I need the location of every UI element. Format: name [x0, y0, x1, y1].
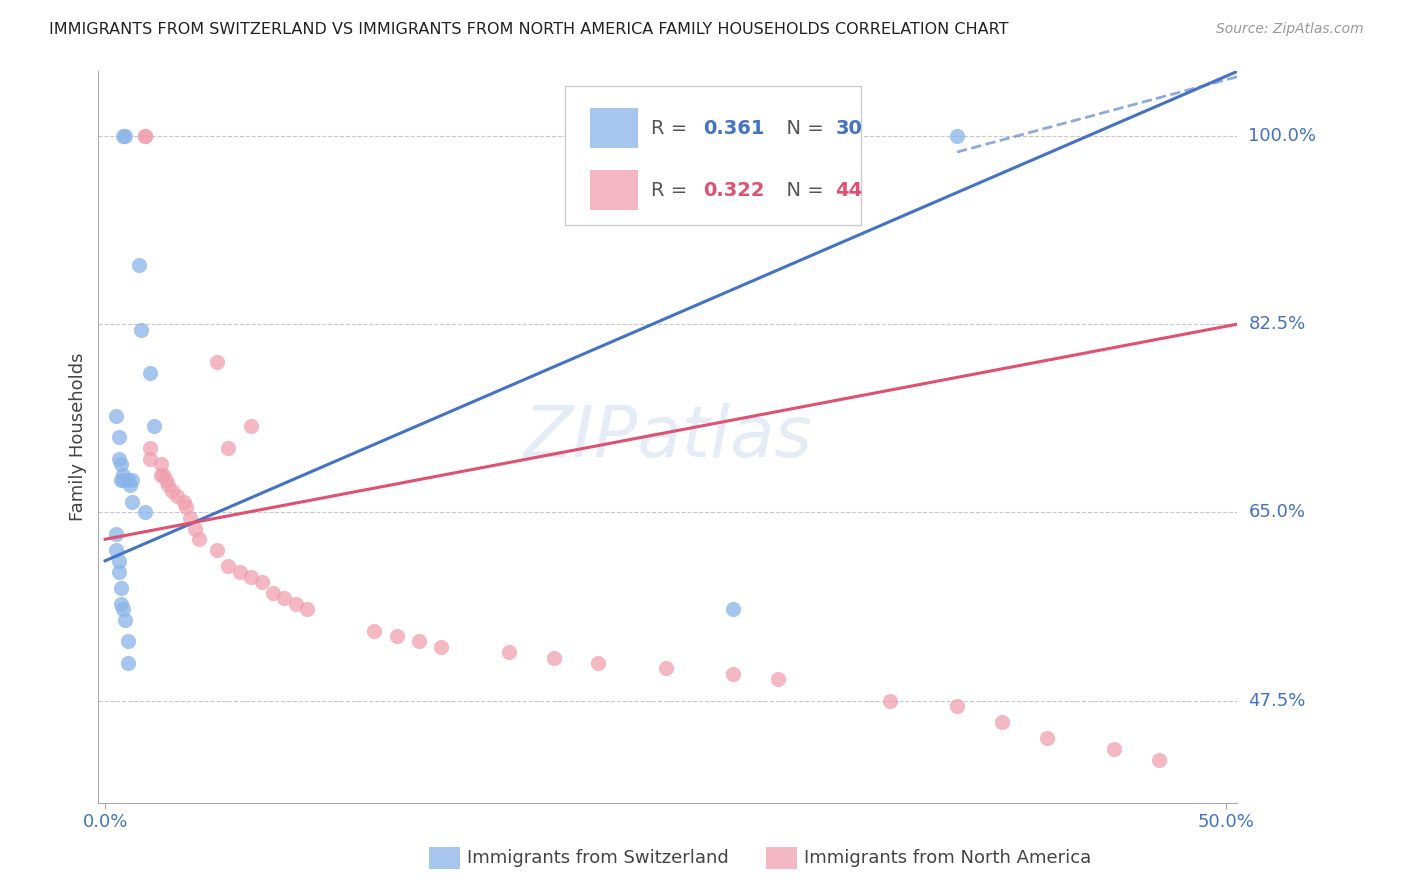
Point: [184, 521, 207, 535]
Point: [150, 457, 173, 471]
Point: [110, 581, 132, 595]
Point: [179, 510, 201, 524]
Point: [207, 355, 229, 369]
Text: ZIPatlas: ZIPatlas: [523, 402, 813, 472]
Point: [766, 672, 789, 686]
Point: [217, 441, 239, 455]
Point: [114, 613, 136, 627]
Text: Immigrants from North America: Immigrants from North America: [804, 849, 1091, 867]
Text: N =: N =: [773, 181, 830, 200]
Point: [110, 597, 132, 611]
FancyBboxPatch shape: [591, 170, 638, 211]
FancyBboxPatch shape: [565, 86, 862, 225]
Text: 30: 30: [835, 119, 862, 137]
Point: [152, 467, 174, 482]
Point: [273, 591, 295, 606]
Y-axis label: Family Households: Family Households: [69, 353, 87, 521]
Point: [991, 715, 1014, 730]
Point: [117, 473, 139, 487]
Point: [588, 656, 610, 670]
Point: [284, 597, 307, 611]
Point: [129, 322, 152, 336]
Point: [262, 586, 284, 600]
Point: [134, 128, 156, 143]
Point: [110, 457, 132, 471]
Point: [239, 419, 262, 434]
Point: [228, 565, 250, 579]
Point: [118, 478, 141, 492]
Point: [117, 656, 139, 670]
Point: [139, 441, 162, 455]
Text: 47.5%: 47.5%: [1249, 691, 1306, 710]
Text: 100.0%: 100.0%: [1249, 127, 1316, 145]
Point: [879, 693, 901, 707]
Point: [134, 505, 156, 519]
Point: [107, 554, 129, 568]
Text: 0.361: 0.361: [703, 119, 765, 137]
Point: [155, 473, 177, 487]
Point: [139, 451, 162, 466]
Point: [1147, 753, 1170, 767]
Point: [139, 366, 162, 380]
Point: [295, 602, 318, 616]
Point: [498, 645, 520, 659]
Point: [173, 494, 195, 508]
Point: [207, 543, 229, 558]
Point: [112, 467, 135, 482]
Point: [121, 473, 143, 487]
Point: [105, 543, 128, 558]
Point: [188, 533, 211, 547]
Point: [128, 258, 150, 272]
Point: [385, 629, 408, 643]
Point: [112, 602, 135, 616]
Text: 44: 44: [835, 181, 862, 200]
Point: [946, 128, 969, 143]
Point: [105, 409, 128, 423]
Point: [946, 698, 969, 713]
Point: [162, 483, 184, 498]
Point: [1102, 742, 1125, 756]
Text: Source: ZipAtlas.com: Source: ZipAtlas.com: [1216, 22, 1364, 37]
Point: [363, 624, 385, 638]
Point: [543, 650, 565, 665]
Point: [721, 602, 744, 616]
Point: [114, 128, 136, 143]
Point: [107, 565, 129, 579]
Point: [107, 451, 129, 466]
Text: 82.5%: 82.5%: [1249, 315, 1306, 333]
Text: R =: R =: [651, 119, 693, 137]
Text: IMMIGRANTS FROM SWITZERLAND VS IMMIGRANTS FROM NORTH AMERICA FAMILY HOUSEHOLDS C: IMMIGRANTS FROM SWITZERLAND VS IMMIGRANT…: [49, 22, 1008, 37]
Point: [166, 489, 188, 503]
Point: [150, 467, 173, 482]
Point: [430, 640, 453, 654]
Point: [1035, 731, 1057, 746]
Point: [156, 478, 179, 492]
Point: [174, 500, 197, 514]
Point: [121, 494, 143, 508]
FancyBboxPatch shape: [591, 108, 638, 148]
Point: [112, 128, 135, 143]
Point: [408, 634, 430, 648]
Point: [721, 666, 744, 681]
Point: [117, 634, 139, 648]
Point: [112, 473, 135, 487]
Text: Immigrants from Switzerland: Immigrants from Switzerland: [467, 849, 728, 867]
Point: [105, 527, 128, 541]
Text: N =: N =: [773, 119, 830, 137]
Point: [217, 559, 239, 574]
Point: [250, 575, 273, 590]
Point: [110, 473, 132, 487]
Text: R =: R =: [651, 181, 693, 200]
Point: [143, 419, 166, 434]
Point: [654, 661, 676, 675]
Text: 0.322: 0.322: [703, 181, 765, 200]
Point: [107, 430, 129, 444]
Text: 65.0%: 65.0%: [1249, 503, 1305, 522]
Point: [239, 570, 262, 584]
Point: [134, 128, 156, 143]
